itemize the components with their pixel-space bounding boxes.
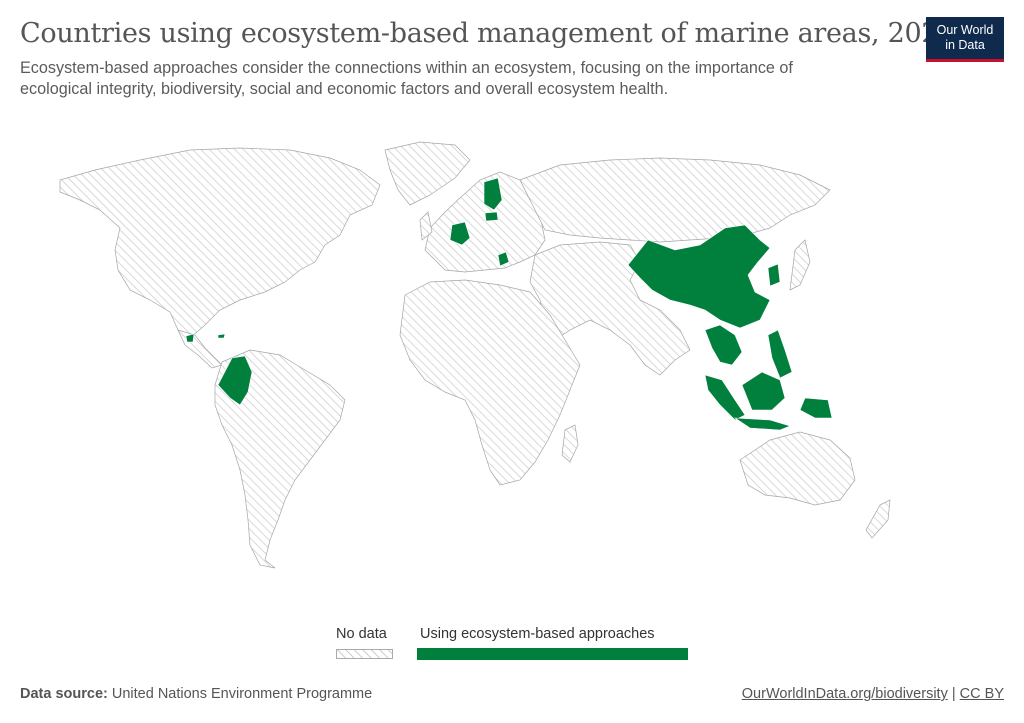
country-malaysia-sumatra[interactable] (704, 374, 746, 421)
country-germany[interactable] (449, 221, 471, 246)
logo-line-2: in Data (945, 38, 985, 52)
country-colombia[interactable] (217, 355, 253, 406)
legend-using-swatch[interactable] (417, 648, 688, 660)
region-australia[interactable] (739, 431, 856, 506)
license-link[interactable]: CC BY (959, 686, 1004, 702)
footer-separator: | (951, 686, 956, 702)
map-legend: No data Using ecosystem-based approaches (0, 620, 1024, 670)
region-new-zealand[interactable] (865, 499, 891, 539)
region-madagascar[interactable] (561, 424, 579, 463)
country-finland[interactable] (483, 177, 503, 211)
region-north-america[interactable] (59, 147, 381, 339)
subtitle-line-2: ecological integrity, biodiversity, soci… (20, 80, 669, 98)
legend-nodata-label: No data (336, 626, 387, 642)
source-label: Data source: (20, 686, 108, 702)
using-ecosystem-countries (185, 177, 833, 431)
source-link[interactable]: OurWorldInData.org/biodiversity (741, 686, 948, 702)
logo-line-1: Our World (936, 23, 994, 37)
source-value: United Nations Environment Programme (111, 686, 373, 702)
country-serbia[interactable] (497, 251, 510, 267)
owid-logo[interactable]: Our World in Data (926, 17, 1004, 62)
footer-links: OurWorldInData.org/biodiversity | CC BY (742, 686, 1004, 702)
region-russia[interactable] (519, 157, 831, 243)
chart-title: Countries using ecosystem-based manageme… (20, 18, 956, 49)
region-africa[interactable] (399, 279, 581, 486)
country-honduras[interactable] (185, 333, 195, 343)
country-papua[interactable] (799, 397, 833, 419)
region-central-america[interactable] (177, 329, 223, 369)
chart-subtitle: Ecosystem-based approaches consider the … (20, 58, 920, 100)
country-borneo[interactable] (741, 371, 786, 411)
region-uk[interactable] (419, 211, 433, 241)
country-south-korea[interactable] (767, 263, 781, 287)
region-south-america[interactable] (214, 349, 346, 569)
region-japan[interactable] (789, 239, 811, 291)
nodata-landmasses (59, 141, 891, 569)
region-greenland[interactable] (384, 141, 471, 206)
country-china[interactable] (627, 224, 771, 329)
footer-source: Data source: United Nations Environment … (20, 686, 372, 702)
subtitle-line-1: Ecosystem-based approaches consider the … (20, 59, 793, 77)
country-philippines[interactable] (767, 329, 793, 379)
country-vietnam-thailand-cambodia[interactable] (704, 324, 743, 366)
legend-using-label: Using ecosystem-based approaches (420, 626, 655, 642)
country-java[interactable] (733, 417, 791, 431)
world-map[interactable] (0, 110, 1024, 610)
country-lithuania[interactable] (484, 211, 499, 222)
legend-nodata-swatch[interactable] (336, 649, 393, 659)
country-jamaica[interactable] (217, 333, 226, 339)
